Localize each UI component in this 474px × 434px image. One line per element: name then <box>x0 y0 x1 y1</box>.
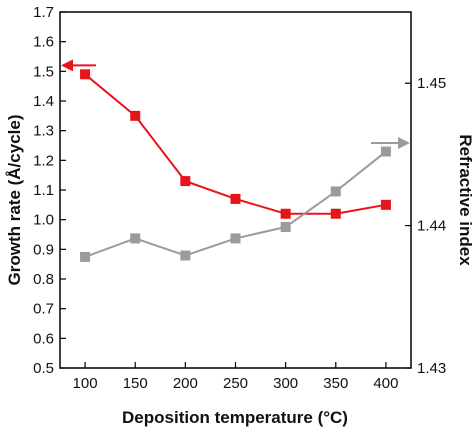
x-tick-label: 100 <box>73 375 98 392</box>
y-axis-left-title: Growth rate (Å/cycle) <box>5 115 24 286</box>
y-left-tick-label: 0.9 <box>33 241 54 258</box>
x-tick-label: 200 <box>173 375 198 392</box>
y-left-tick-label: 1.4 <box>33 93 54 110</box>
y-left-tick-label: 1.2 <box>33 152 54 169</box>
series-left-point <box>230 193 241 204</box>
y-left-tick-label: 1.0 <box>33 212 54 229</box>
y-right-tick-label: 1.43 <box>417 360 446 377</box>
y-left-tick-label: 1.7 <box>33 4 54 21</box>
series-right-point <box>280 222 291 233</box>
series-right-point <box>230 233 241 244</box>
series-left-line <box>84 73 387 215</box>
x-tick-label: 150 <box>123 375 148 392</box>
y-left-tick-label: 1.1 <box>33 182 54 199</box>
series-left-point <box>280 208 291 219</box>
x-tick-label: 300 <box>273 375 298 392</box>
y-left-tick-label: 1.5 <box>33 63 54 80</box>
y-left-tick-label: 1.6 <box>33 34 54 51</box>
x-tick-label: 350 <box>323 375 348 392</box>
series-left-point <box>80 69 91 80</box>
y-left-tick-label: 0.7 <box>33 301 54 318</box>
series-left-point <box>330 208 341 219</box>
right-axis-arrow-head <box>398 137 410 150</box>
y-axis-right-title: Refractive index <box>456 134 474 266</box>
series-left-point <box>180 176 191 187</box>
y-left-tick-label: 0.8 <box>33 271 54 288</box>
series-left-point <box>380 199 391 210</box>
y-left-tick-label: 0.5 <box>33 360 54 377</box>
plot-frame <box>59 11 412 369</box>
y-right-tick-label: 1.44 <box>417 218 446 235</box>
y-right-tick-label: 1.45 <box>417 75 446 92</box>
series-left-point <box>130 110 141 121</box>
series-right-point <box>380 146 391 157</box>
x-axis-title: Deposition temperature (°C) <box>122 408 348 427</box>
x-tick-label: 250 <box>223 375 248 392</box>
x-tick-label: 400 <box>373 375 398 392</box>
series-right-point <box>180 250 191 261</box>
left-axis-arrow-head <box>61 59 73 72</box>
series-right-point <box>80 251 91 262</box>
y-left-tick-label: 1.3 <box>33 123 54 140</box>
y-left-tick-label: 0.6 <box>33 330 54 347</box>
series-right-point <box>330 186 341 197</box>
series-right-point <box>130 233 141 244</box>
